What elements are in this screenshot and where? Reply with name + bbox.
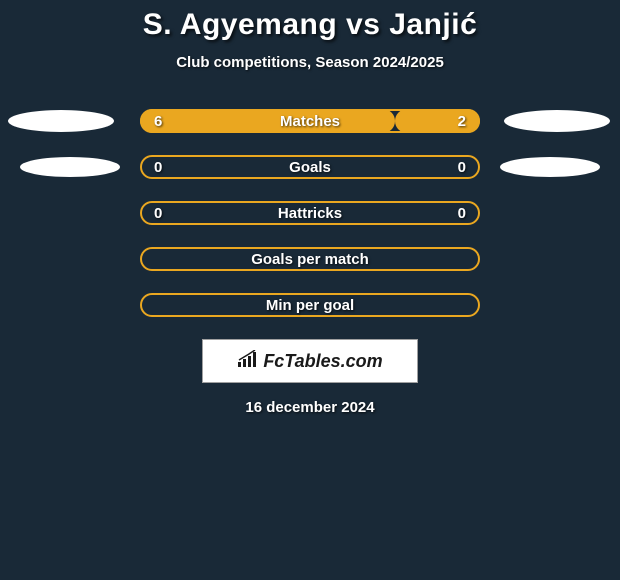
stat-value-left: 0 [154, 205, 162, 222]
player-avatar-right [504, 110, 610, 132]
player-avatar-left [8, 110, 114, 132]
stat-label: Goals per match [251, 251, 369, 268]
stat-bar: Goals per match [140, 247, 480, 271]
stat-value-left: 6 [154, 113, 162, 130]
stat-label: Matches [280, 113, 340, 130]
stat-value-right: 2 [458, 113, 466, 130]
bar-fill-right [395, 109, 480, 133]
stat-value-right: 0 [458, 159, 466, 176]
comparison-widget: S. Agyemang vs Janjić Club competitions,… [0, 0, 620, 416]
chart-icon [237, 350, 259, 373]
bar-fill-left [140, 109, 395, 133]
logo-text: FcTables.com [263, 351, 382, 372]
stat-bar: Hattricks 0 0 [140, 201, 480, 225]
avatar-slot-right [480, 157, 620, 177]
player-avatar-left [20, 157, 120, 177]
stats-list: Matches 6 2 Goals 0 0 Hattricks 0 0 Goals per mat… [0, 109, 620, 317]
avatar-slot-right [480, 110, 620, 132]
stat-row: Min per goal [0, 293, 620, 317]
stat-label: Goals [289, 159, 331, 176]
stat-value-right: 0 [458, 205, 466, 222]
player-avatar-right [500, 157, 600, 177]
stat-label: Hattricks [278, 205, 342, 222]
stat-bar: Min per goal [140, 293, 480, 317]
stat-label: Min per goal [266, 297, 354, 314]
stat-bar: Matches 6 2 [140, 109, 480, 133]
subtitle: Club competitions, Season 2024/2025 [0, 54, 620, 71]
stat-value-left: 0 [154, 159, 162, 176]
stat-bar: Goals 0 0 [140, 155, 480, 179]
page-title: S. Agyemang vs Janjić [0, 8, 620, 42]
avatar-slot-left [0, 110, 140, 132]
stat-row: Hattricks 0 0 [0, 201, 620, 225]
avatar-slot-left [0, 157, 140, 177]
logo-box[interactable]: FcTables.com [202, 339, 418, 383]
stat-row: Goals per match [0, 247, 620, 271]
fctables-logo: FcTables.com [237, 350, 382, 373]
stat-row: Goals 0 0 [0, 155, 620, 179]
stat-row: Matches 6 2 [0, 109, 620, 133]
date-text: 16 december 2024 [0, 399, 620, 416]
